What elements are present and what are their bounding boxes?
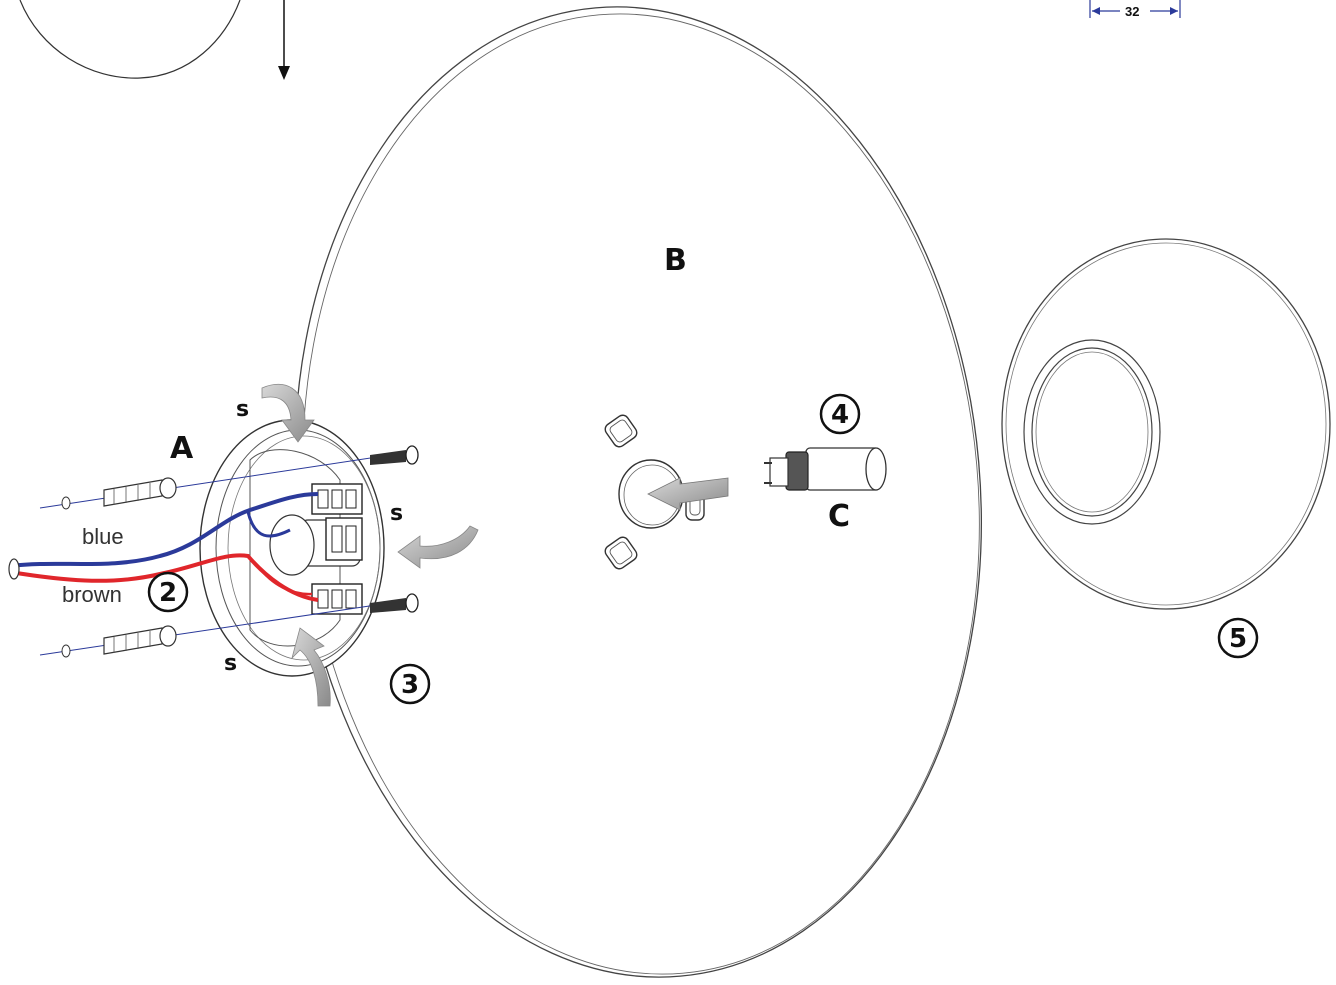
terminal-block-top (311, 483, 363, 515)
wall-plug-top (61, 477, 177, 510)
rotate-arrow-right (397, 525, 479, 569)
dimension-label: 32 (1125, 4, 1139, 19)
step-3-label: 3 (401, 670, 419, 700)
terminal-block-middle (325, 517, 363, 561)
cover-ring (1001, 238, 1331, 610)
screw-bottom (39, 593, 419, 656)
light-bulb-c (764, 447, 887, 491)
terminal-block-bottom (311, 583, 363, 615)
cable-end (8, 558, 20, 580)
step-5-marker: 5 (1217, 617, 1259, 659)
brown-wire (9, 553, 319, 602)
insert-arrow (647, 477, 729, 511)
down-arrow (278, 0, 290, 80)
step-5-label: 5 (1229, 624, 1247, 654)
step-4-marker: 4 (819, 393, 861, 435)
mounting-clip-top (604, 414, 638, 448)
label-b: B (664, 243, 687, 278)
mounting-clip-bottom (604, 536, 638, 570)
rotate-arrow-top (261, 383, 315, 443)
dimension-marker: 32 (1089, 0, 1181, 19)
step-2-marker: 2 (147, 571, 189, 613)
label-brown-wire: brown (62, 582, 122, 607)
label-c: C (828, 499, 850, 534)
label-s-bottom: s (224, 651, 237, 676)
wall-plug-bottom (61, 625, 177, 658)
label-blue-wire: blue (82, 524, 124, 549)
screw-top (39, 445, 419, 509)
label-s-top: s (236, 397, 249, 422)
label-s-right: s (390, 501, 403, 526)
label-a: A (170, 431, 194, 466)
step-3-marker: 3 (389, 663, 431, 705)
previous-step-disc (19, 0, 241, 79)
step-4-label: 4 (831, 400, 849, 430)
step-2-label: 2 (159, 578, 177, 608)
blue-wire (9, 492, 319, 568)
rotate-arrow-bottom (291, 627, 331, 707)
